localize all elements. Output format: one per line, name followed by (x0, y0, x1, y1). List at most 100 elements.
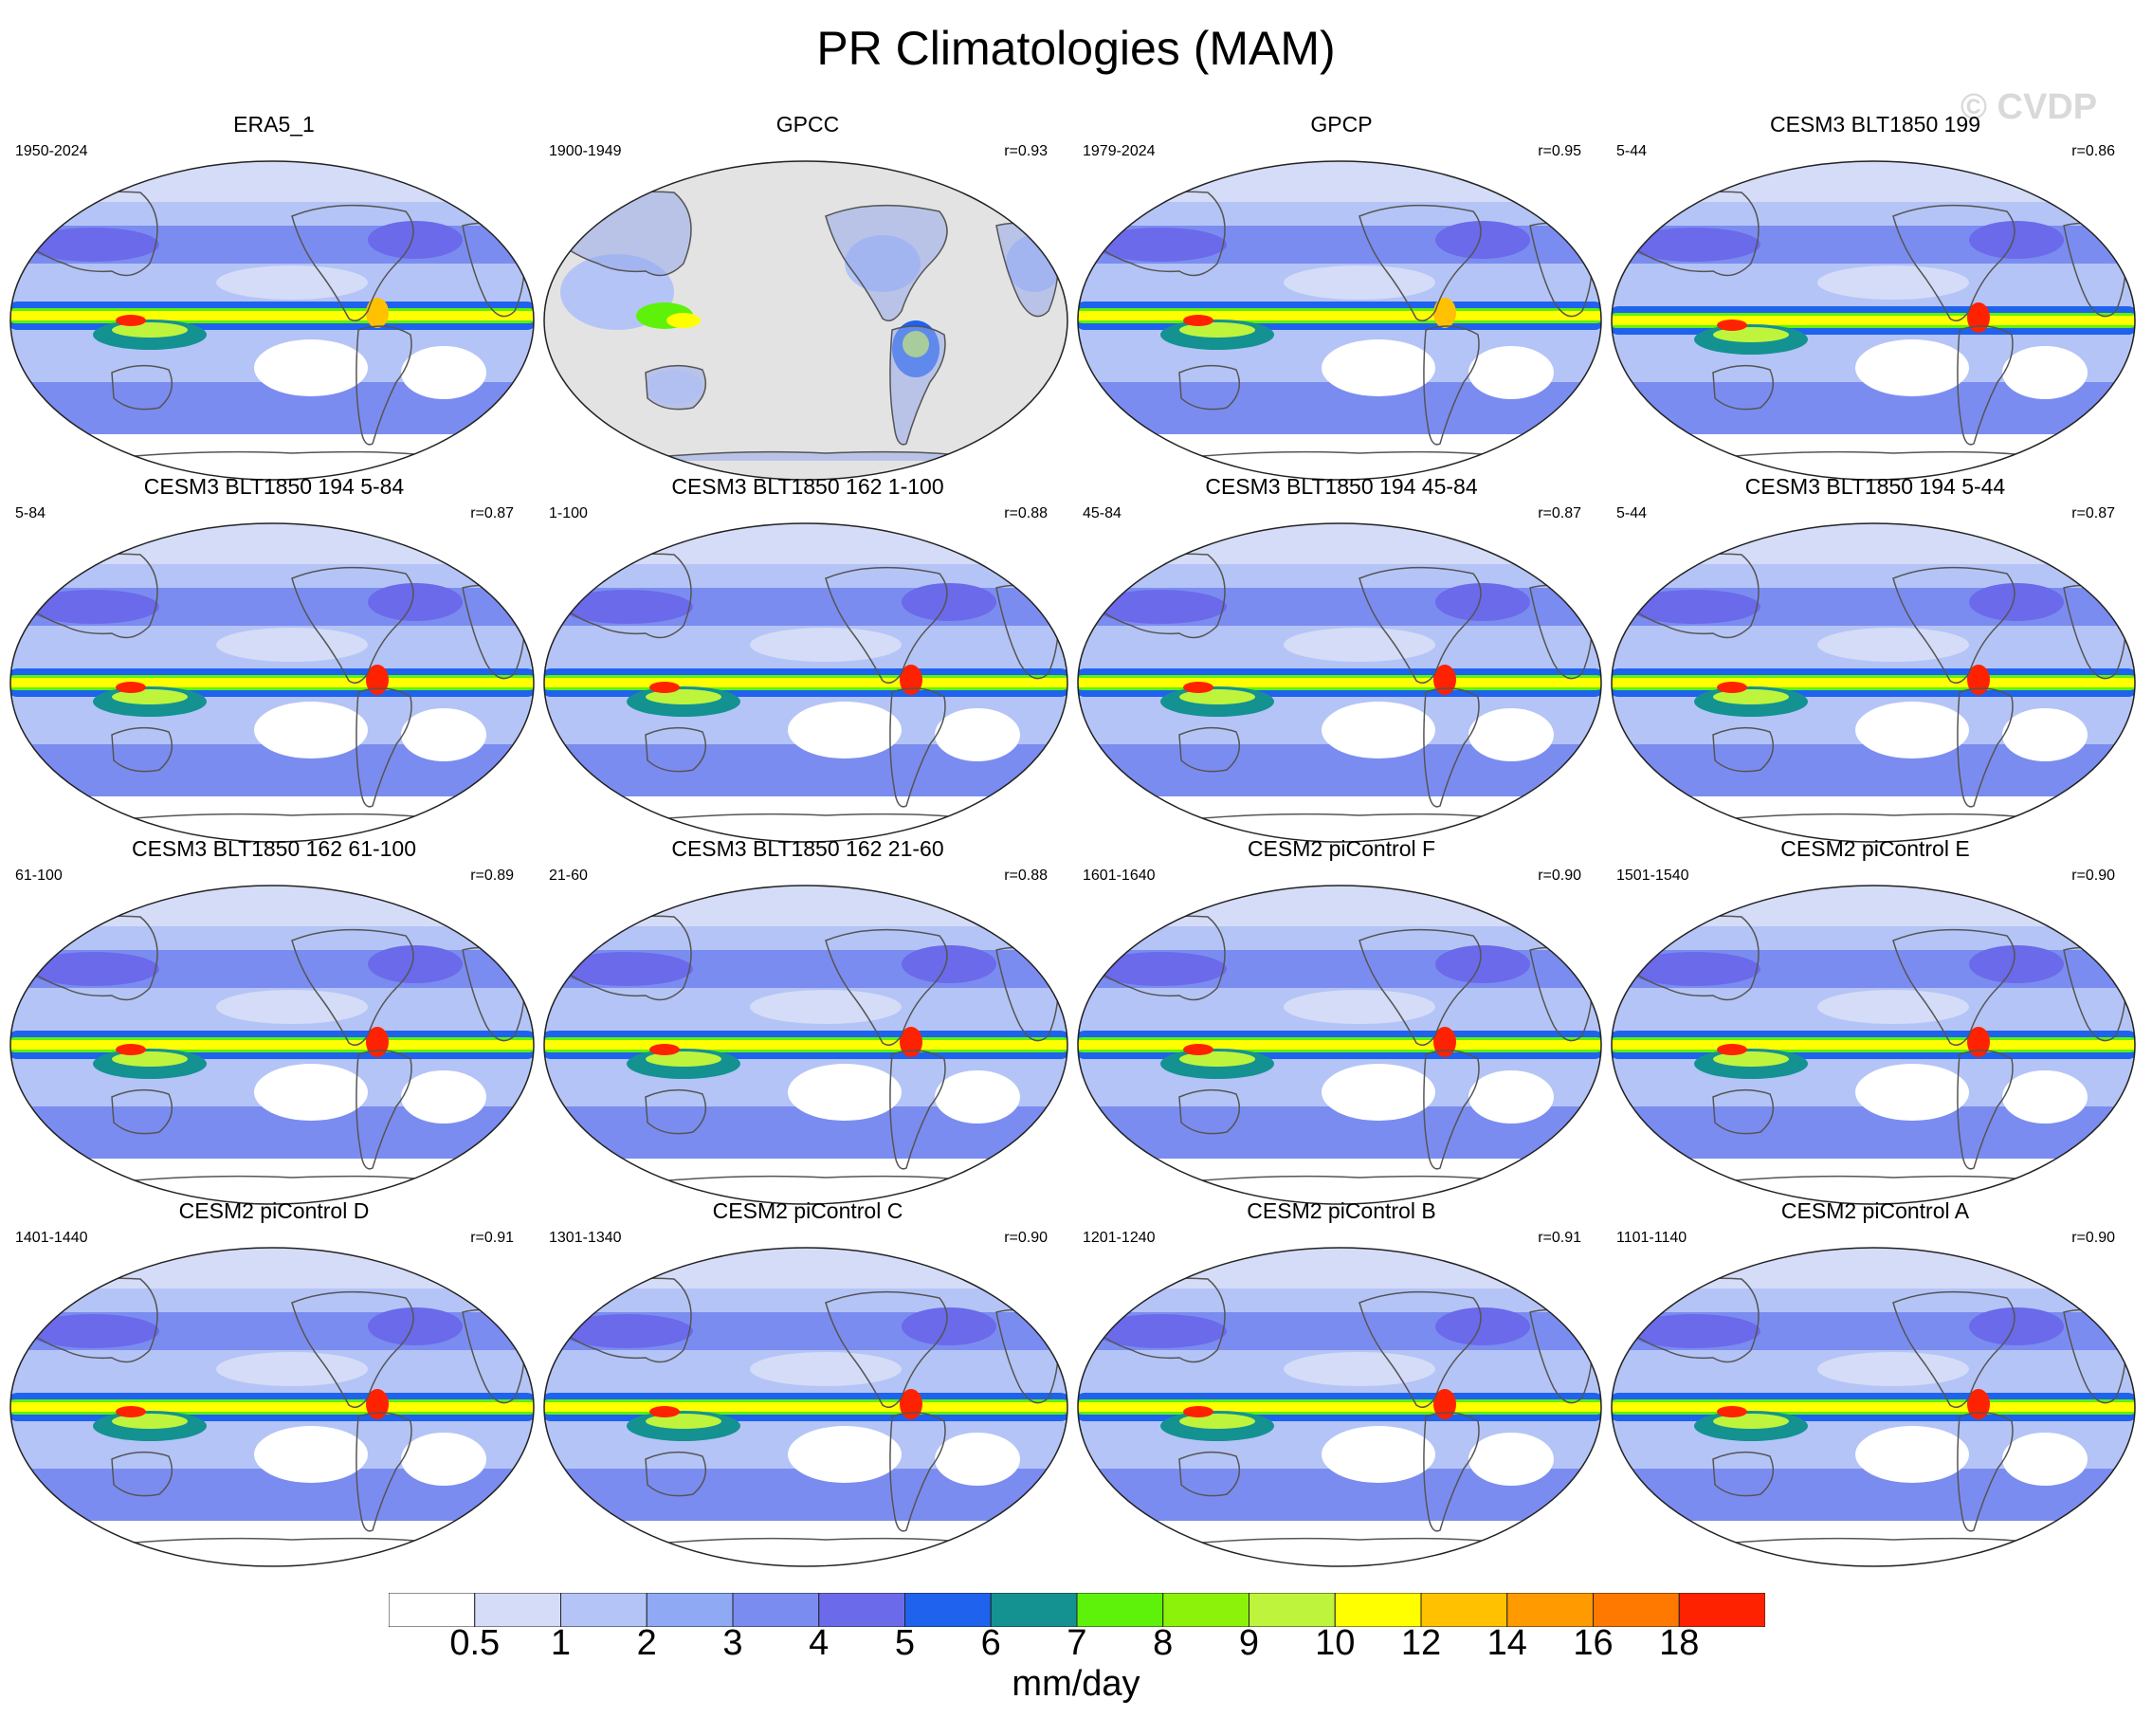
panel-pattern-correlation: r=0.88 (1004, 505, 1048, 521)
panel-title: ERA5_1 (233, 112, 315, 137)
precip-map (9, 1247, 535, 1567)
map-outline (9, 160, 535, 481)
arctic-band (10, 1248, 534, 1288)
south-america-coastline (1957, 325, 2014, 446)
precip-map (1077, 885, 1602, 1205)
precip-map (1611, 522, 2136, 843)
north-america-coastline (291, 566, 414, 684)
ne-pacific-dry-zone (1284, 990, 1435, 1024)
map-outline (1611, 160, 2136, 481)
precip-map (1611, 885, 2136, 1205)
north-america-coastline (1359, 1290, 1482, 1408)
panel-years: 5-44 (1616, 505, 1648, 521)
panel-title: CESM2 piControl D (178, 1198, 370, 1223)
colorbar-tick-label: 5 (894, 1623, 916, 1663)
panel-years: 21-60 (549, 868, 588, 884)
south-atlantic-dry-zone (401, 708, 486, 761)
panel-title: CESM2 piControl F (1247, 836, 1436, 861)
australia-coastline (1712, 364, 1775, 411)
map-outline (9, 522, 535, 843)
ne-pacific-dry-zone (1817, 265, 1969, 300)
south-america-coastline (1423, 1050, 1480, 1170)
precip-map (543, 885, 1068, 1205)
south-atlantic-dry-zone (2002, 346, 2088, 399)
maritime-continent-max (1717, 1406, 1747, 1417)
gulf-stream-storm-track (1969, 221, 2064, 259)
colorbar-swatch (389, 1593, 476, 1627)
amazon-max (1967, 1027, 1990, 1057)
arctic-band (10, 886, 534, 926)
arctic-band (1612, 1248, 2135, 1288)
amazon-max (366, 298, 389, 328)
map-outline (1611, 885, 2136, 1205)
colorbar (389, 1593, 1765, 1627)
colorbar-tick-label: 6 (980, 1623, 1001, 1663)
panel-pattern-correlation: r=0.90 (2071, 1230, 2115, 1246)
gulf-stream-storm-track (1435, 945, 1530, 983)
south-atlantic-dry-zone (1468, 708, 1554, 761)
antarctic-band (10, 1521, 534, 1566)
north-america-coastline (1359, 566, 1482, 684)
amazon-max (1433, 665, 1456, 695)
panel-years: 1201-1240 (1083, 1230, 1156, 1246)
colorbar-tick-label: 0.5 (449, 1623, 501, 1663)
itcz-core (1612, 1040, 2135, 1050)
amazon-max (1433, 1027, 1456, 1057)
gulf-stream-storm-track (368, 583, 463, 621)
south-america-coastline (1423, 325, 1480, 446)
itcz-core (1078, 678, 1601, 687)
arctic-band (1612, 886, 2135, 926)
south-atlantic-dry-zone (2002, 708, 2088, 761)
map-panel: CESM3 BLT1850 194 5-84 5-84 r=0.87 (8, 474, 540, 844)
colorbar-swatch (646, 1593, 734, 1627)
maritime-continent-max (1183, 315, 1213, 326)
kuroshio-storm-track (1628, 952, 1760, 986)
gulf-stream-storm-track (1969, 945, 2064, 983)
kuroshio-storm-track (560, 1314, 693, 1348)
kuroshio-storm-track (27, 1314, 159, 1348)
colorbar-swatch (560, 1593, 647, 1627)
maritime-continent-max (1183, 682, 1213, 693)
map-outline (543, 885, 1068, 1205)
panel-years: 61-100 (15, 868, 63, 884)
amazon-max (1967, 665, 1990, 695)
map-outline (1077, 160, 1602, 481)
panel-years: 1501-1540 (1616, 868, 1689, 884)
precip-map (1077, 522, 1602, 843)
itcz-core (10, 1040, 534, 1050)
panel-title: GPCP (1310, 112, 1373, 137)
map-outline (1077, 885, 1602, 1205)
south-america-coastline (1957, 687, 2014, 808)
map-panel: CESM2 piControl C 1301-1340 r=0.90 (541, 1198, 1074, 1568)
amazon-max (900, 1389, 922, 1419)
ne-pacific-dry-zone (750, 628, 902, 662)
precip-map (9, 885, 535, 1205)
south-atlantic-dry-zone (401, 1433, 486, 1486)
amazon-max (900, 1027, 922, 1057)
ne-pacific-dry-zone (1817, 1352, 1969, 1386)
kuroshio-storm-track (1628, 590, 1760, 624)
panel-years: 1950-2024 (15, 143, 88, 159)
colorbar-tick-label: 9 (1238, 1623, 1260, 1663)
maritime-continent-max (1717, 682, 1747, 693)
ne-pacific-dry-zone (750, 1352, 902, 1386)
maritime-continent-max (116, 682, 146, 693)
south-atlantic-dry-zone (1468, 1433, 1554, 1486)
map-outline (9, 1247, 535, 1567)
panel-pattern-correlation: r=0.87 (1538, 505, 1581, 521)
arctic-band (1612, 523, 2135, 564)
maritime-continent-core (666, 313, 701, 328)
south-atlantic-dry-zone (935, 708, 1020, 761)
arctic-band (1078, 161, 1601, 202)
panel-pattern-correlation: r=0.86 (2071, 143, 2115, 159)
se-pacific-dry-zone (254, 339, 368, 396)
se-pacific-dry-zone (1322, 339, 1435, 396)
itcz-core (1612, 678, 2135, 687)
itcz-core (1078, 1040, 1601, 1050)
se-pacific-dry-zone (254, 702, 368, 758)
kuroshio-storm-track (1094, 1314, 1227, 1348)
south-america-coastline (356, 1050, 412, 1170)
map-outline (543, 522, 1068, 843)
ne-pacific-dry-zone (216, 990, 368, 1024)
colorbar-swatch (1506, 1593, 1594, 1627)
